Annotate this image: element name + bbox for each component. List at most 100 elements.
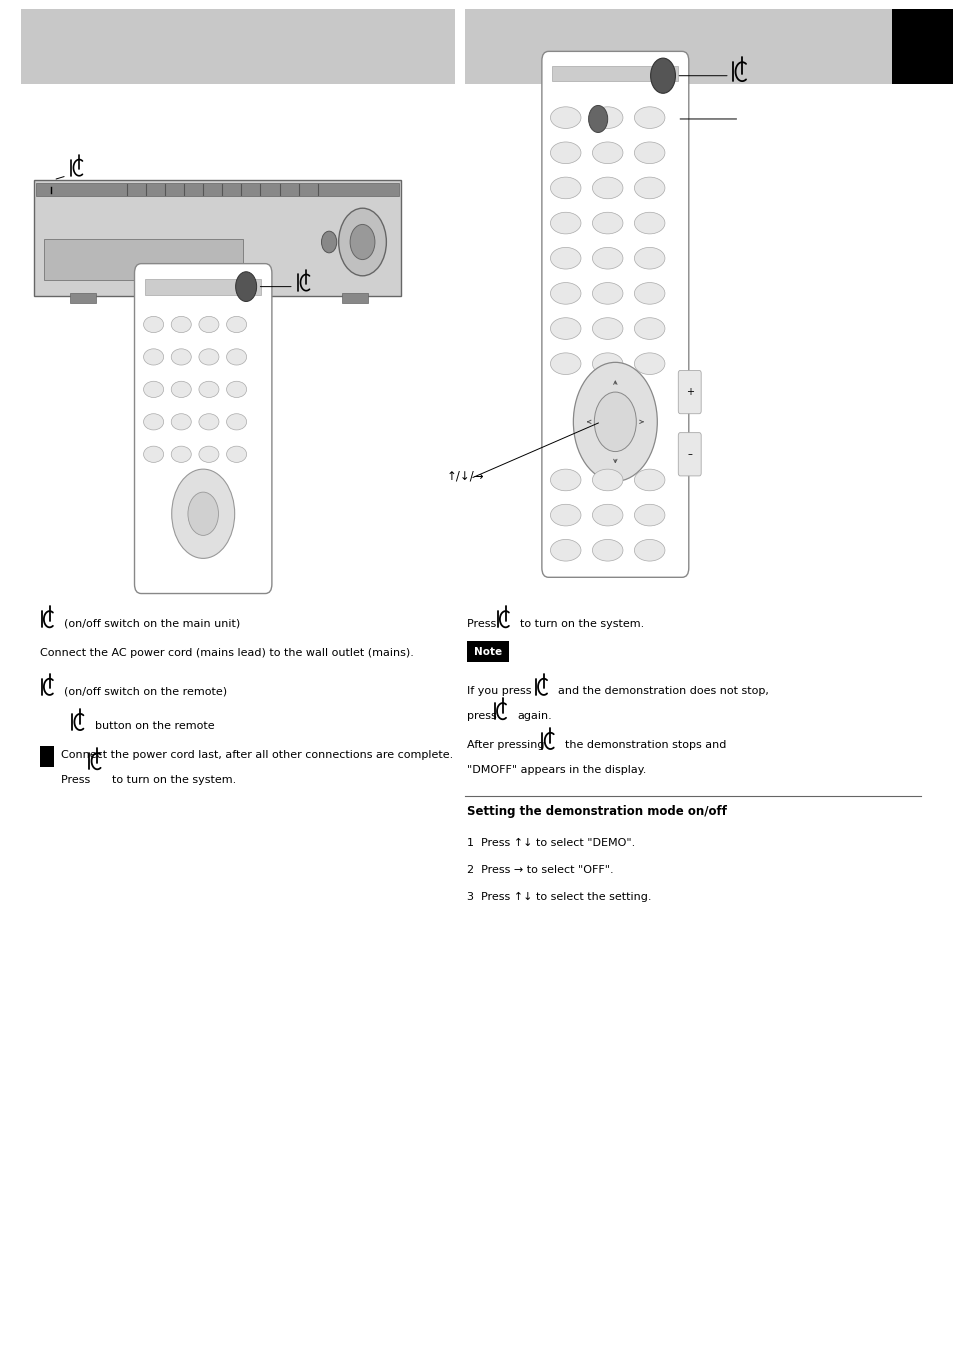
Text: the demonstration stops and: the demonstration stops and <box>564 741 725 750</box>
Bar <box>464 9 891 84</box>
Text: Connect the AC power cord (mains lead) to the wall outlet (mains).: Connect the AC power cord (mains lead) t… <box>40 649 414 658</box>
Ellipse shape <box>634 177 664 199</box>
Ellipse shape <box>171 349 191 365</box>
Ellipse shape <box>634 318 664 339</box>
Ellipse shape <box>592 142 622 164</box>
Text: and the demonstration does not stop,: and the demonstration does not stop, <box>558 687 768 696</box>
Ellipse shape <box>550 212 580 234</box>
Bar <box>552 66 678 81</box>
Text: (on/off switch on the remote): (on/off switch on the remote) <box>64 687 227 696</box>
Text: (on/off switch on the main unit): (on/off switch on the main unit) <box>64 619 240 629</box>
Text: Press: Press <box>61 775 93 784</box>
Circle shape <box>188 492 218 535</box>
Ellipse shape <box>226 446 246 462</box>
Text: 3  Press ↑↓ to select the setting.: 3 Press ↑↓ to select the setting. <box>467 892 651 902</box>
Ellipse shape <box>634 283 664 304</box>
Ellipse shape <box>634 539 664 561</box>
Ellipse shape <box>198 446 218 462</box>
FancyBboxPatch shape <box>678 433 700 476</box>
Bar <box>145 279 261 295</box>
Text: to turn on the system.: to turn on the system. <box>112 775 235 784</box>
Ellipse shape <box>550 504 580 526</box>
Ellipse shape <box>171 316 191 333</box>
Text: "DMOFF" appears in the display.: "DMOFF" appears in the display. <box>467 765 646 775</box>
Ellipse shape <box>634 212 664 234</box>
Circle shape <box>338 208 386 276</box>
FancyBboxPatch shape <box>134 264 272 594</box>
Text: Setting the demonstration mode on/off: Setting the demonstration mode on/off <box>467 804 727 818</box>
Text: –: – <box>686 449 692 460</box>
Text: Note: Note <box>474 646 502 657</box>
Text: Connect the power cord last, after all other connections are complete.: Connect the power cord last, after all o… <box>61 750 453 760</box>
Circle shape <box>594 392 636 452</box>
Ellipse shape <box>592 212 622 234</box>
Text: After pressing: After pressing <box>467 741 548 750</box>
Ellipse shape <box>550 283 580 304</box>
Circle shape <box>650 58 675 93</box>
FancyBboxPatch shape <box>34 180 400 296</box>
Circle shape <box>350 224 375 260</box>
Circle shape <box>588 105 607 132</box>
Text: If you press: If you press <box>467 687 535 696</box>
Ellipse shape <box>550 469 580 491</box>
Ellipse shape <box>592 177 622 199</box>
Text: button on the remote: button on the remote <box>95 722 214 731</box>
Ellipse shape <box>143 414 164 430</box>
Ellipse shape <box>592 353 622 375</box>
Circle shape <box>172 469 234 558</box>
FancyBboxPatch shape <box>678 370 700 414</box>
Ellipse shape <box>226 414 246 430</box>
Ellipse shape <box>550 107 580 128</box>
Ellipse shape <box>592 539 622 561</box>
Ellipse shape <box>171 414 191 430</box>
Ellipse shape <box>143 446 164 462</box>
Ellipse shape <box>550 142 580 164</box>
Ellipse shape <box>171 381 191 397</box>
Ellipse shape <box>634 107 664 128</box>
Ellipse shape <box>198 381 218 397</box>
Ellipse shape <box>226 349 246 365</box>
Text: press: press <box>467 711 500 721</box>
Ellipse shape <box>592 469 622 491</box>
Ellipse shape <box>550 539 580 561</box>
Text: +: + <box>685 387 693 397</box>
Circle shape <box>573 362 657 481</box>
Ellipse shape <box>634 142 664 164</box>
Ellipse shape <box>550 247 580 269</box>
FancyBboxPatch shape <box>541 51 688 577</box>
Ellipse shape <box>550 318 580 339</box>
Bar <box>44 239 243 280</box>
Ellipse shape <box>198 316 218 333</box>
Ellipse shape <box>198 414 218 430</box>
Bar <box>70 293 96 303</box>
Text: to turn on the system.: to turn on the system. <box>519 619 643 629</box>
Text: 1  Press ↑↓ to select "DEMO".: 1 Press ↑↓ to select "DEMO". <box>467 838 635 848</box>
Ellipse shape <box>143 381 164 397</box>
Ellipse shape <box>592 283 622 304</box>
Ellipse shape <box>634 504 664 526</box>
Bar <box>341 293 368 303</box>
Ellipse shape <box>592 504 622 526</box>
Bar <box>467 641 509 662</box>
Ellipse shape <box>143 316 164 333</box>
Text: Press: Press <box>467 619 499 629</box>
Bar <box>40 746 54 767</box>
Text: 2  Press → to select "OFF".: 2 Press → to select "OFF". <box>467 865 614 875</box>
Circle shape <box>235 272 256 301</box>
Ellipse shape <box>143 349 164 365</box>
Ellipse shape <box>550 177 580 199</box>
Ellipse shape <box>634 469 664 491</box>
Ellipse shape <box>226 316 246 333</box>
Text: again.: again. <box>517 711 551 721</box>
Text: ↑/↓/→: ↑/↓/→ <box>446 469 483 483</box>
Ellipse shape <box>634 247 664 269</box>
Ellipse shape <box>550 353 580 375</box>
Ellipse shape <box>592 107 622 128</box>
Ellipse shape <box>592 318 622 339</box>
Bar <box>36 183 398 196</box>
Circle shape <box>321 231 336 253</box>
Ellipse shape <box>634 353 664 375</box>
Ellipse shape <box>226 381 246 397</box>
Ellipse shape <box>171 446 191 462</box>
Ellipse shape <box>592 247 622 269</box>
